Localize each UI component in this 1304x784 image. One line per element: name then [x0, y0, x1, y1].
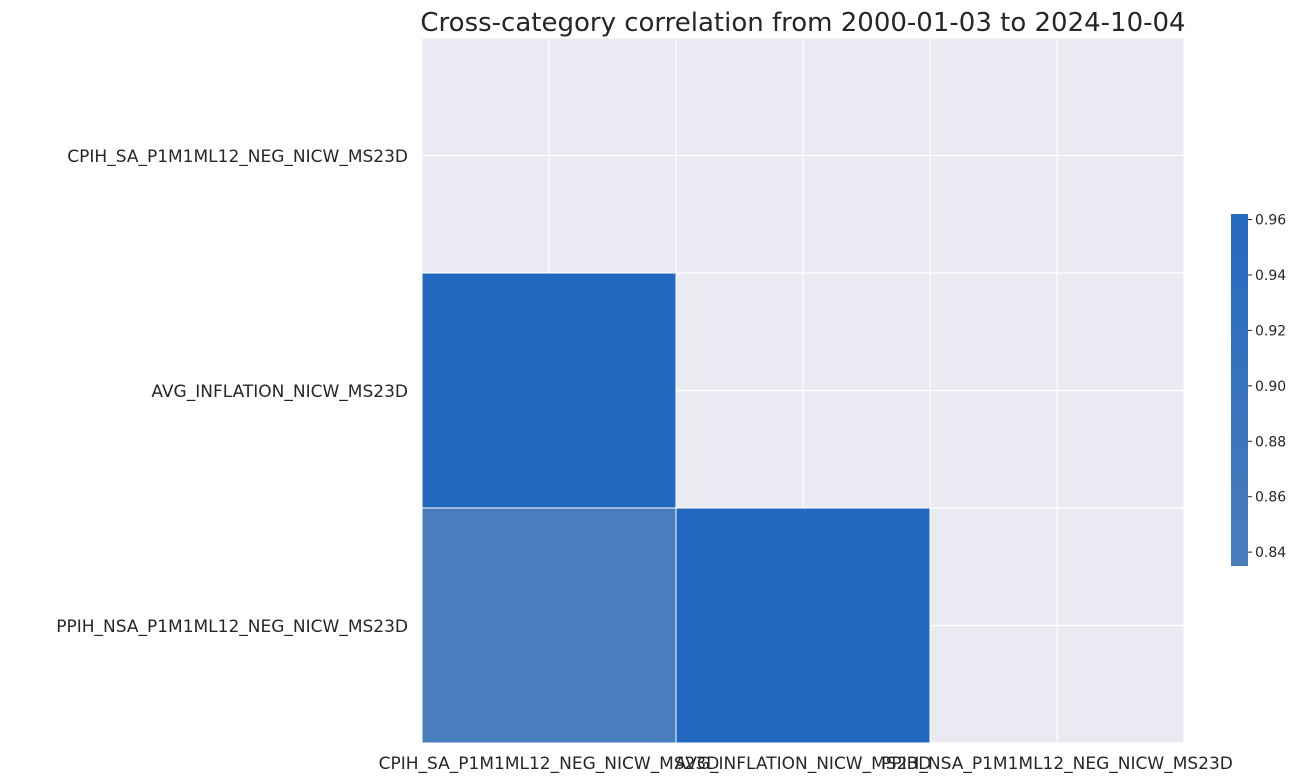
- colorbar-tick-label-2: 0.88: [1255, 434, 1286, 450]
- heatmap-cells: [421, 272, 931, 744]
- y-tick-label-1: AVG_INFLATION_NICW_MS23D: [151, 382, 408, 402]
- x-tick-label-2: PPIH_NSA_P1M1ML12_NEG_NICW_MS23D: [881, 754, 1233, 774]
- colorbar-tick-label-0: 0.84: [1255, 545, 1286, 561]
- colorbar-ticks: 0.84 0.86 0.88 0.90 0.92 0.94 0.96: [1248, 213, 1286, 561]
- y-tick-label-2: PPIH_NSA_P1M1ML12_NEG_NICW_MS23D: [56, 617, 408, 637]
- colorbar-tick-label-3: 0.90: [1255, 379, 1286, 395]
- colorbar-tick-label-5: 0.94: [1255, 268, 1286, 284]
- heatmap-cell-2-1: [675, 507, 931, 744]
- colorbar: [1231, 214, 1248, 566]
- heatmap-cell-1-0: [421, 272, 677, 509]
- heatmap-cell-2-0: [421, 507, 677, 744]
- chart-title: Cross-category correlation from 2000-01-…: [420, 8, 1185, 38]
- colorbar-tick-label-6: 0.96: [1255, 213, 1286, 229]
- x-tick-label-1: AVG_INFLATION_NICW_MS23D: [675, 754, 932, 774]
- x-tick-label-0: CPIH_SA_P1M1ML12_NEG_NICW_MS23D: [379, 754, 720, 774]
- colorbar-tick-label-1: 0.86: [1255, 490, 1286, 506]
- y-tick-label-0: CPIH_SA_P1M1ML12_NEG_NICW_MS23D: [67, 147, 408, 167]
- colorbar-tick-label-4: 0.92: [1255, 323, 1286, 339]
